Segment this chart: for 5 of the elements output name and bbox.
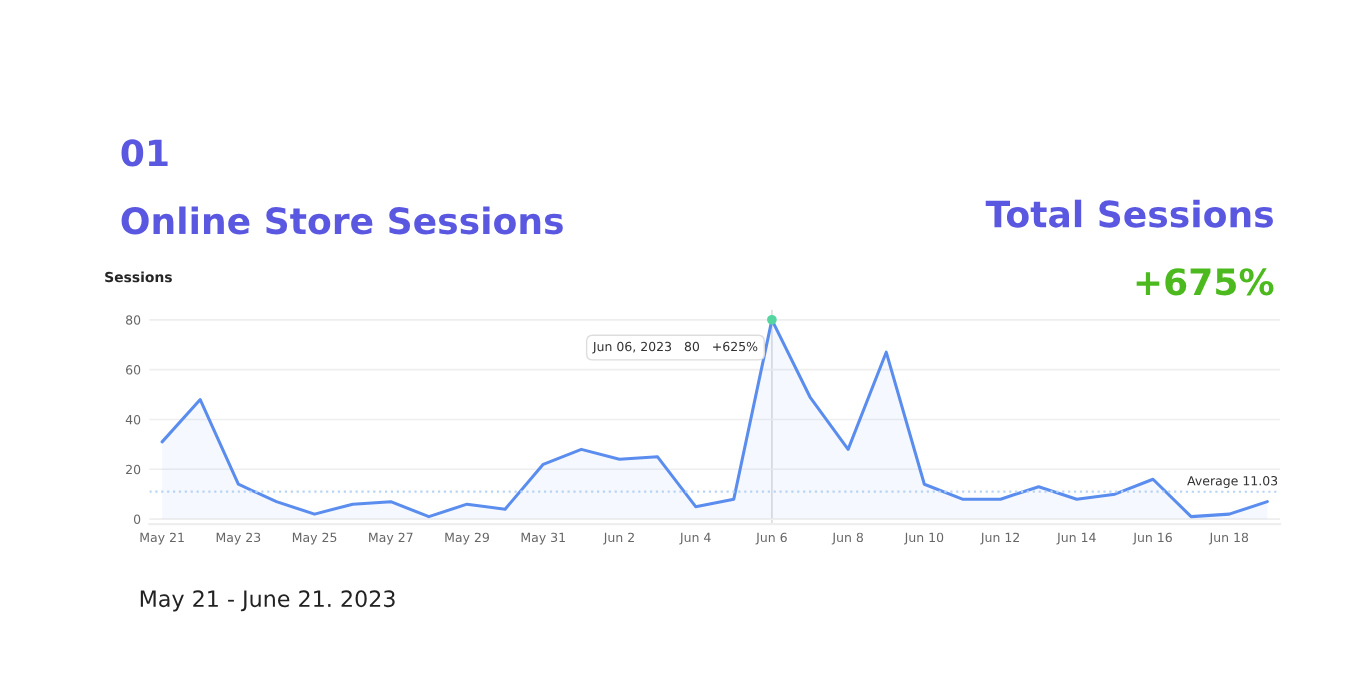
text: May 21 - June 21. 2023 (140, 590, 395, 612)
text: Total Sessions (985, 199, 1273, 228)
chart-title: Online Store Sessions (121, 206, 563, 235)
text: 01 (121, 139, 168, 167)
text: +675% (1136, 268, 1274, 296)
